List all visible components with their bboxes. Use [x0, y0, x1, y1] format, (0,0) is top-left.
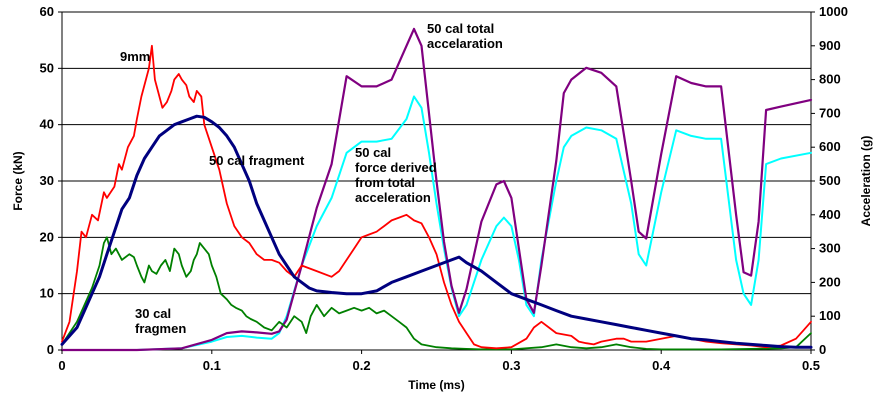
x-tick-label: 0.5	[802, 358, 820, 373]
y-right-tick-label: 200	[819, 274, 841, 289]
annotation-label: force derived	[355, 160, 437, 175]
y-right-tick-label: 0	[819, 342, 826, 357]
x-axis: 0 0.1 0.2 0.3 0.4 0.5	[58, 350, 820, 373]
annotation-label: 50 cal total	[427, 21, 494, 36]
series-line-force_50cal_fragment	[60, 114, 813, 349]
y-axis-title-right: Acceleration (g)	[859, 136, 873, 227]
y-left-tick-label: 30	[40, 173, 54, 188]
annotation-label: 50 cal	[355, 145, 391, 160]
y-left-tick-label: 40	[40, 117, 54, 132]
y-right-tick-label: 500	[819, 173, 841, 188]
y-right-tick-label: 400	[819, 207, 841, 222]
series-line-acceleration_50cal_total	[60, 27, 813, 352]
y-axis-right: 0 100 200 300 400 500 600 700 800 900 1000	[811, 4, 848, 357]
y-right-tick-label: 600	[819, 139, 841, 154]
annotation-label: 50 cal fragment	[209, 153, 305, 168]
y-axis-left: 0 10 20 30 40 50 60	[40, 4, 62, 357]
y-right-tick-label: 700	[819, 105, 841, 120]
x-tick-label: 0.4	[652, 358, 671, 373]
x-tick-label: 0	[58, 358, 65, 373]
x-tick-label: 0.1	[203, 358, 221, 373]
annotation-label: 9mm	[120, 49, 150, 64]
annotation-label: accelaration	[427, 36, 503, 51]
y-right-tick-label: 1000	[819, 4, 848, 19]
y-left-tick-label: 10	[40, 286, 54, 301]
y-right-tick-label: 100	[819, 308, 841, 323]
y-left-tick-label: 0	[47, 342, 54, 357]
series-line-force_9mm	[61, 44, 812, 350]
annotation-label: fragmen	[135, 321, 186, 336]
y-left-tick-label: 20	[40, 229, 54, 244]
x-tick-label: 0.3	[502, 358, 520, 373]
y-left-tick-label: 50	[40, 60, 54, 75]
series-line-force_50cal_derived	[61, 95, 812, 351]
y-left-tick-label: 60	[40, 4, 54, 19]
y-right-tick-label: 800	[819, 72, 841, 87]
y-right-tick-label: 900	[819, 38, 841, 53]
x-axis-title: Time (ms)	[408, 378, 464, 392]
x-tick-label: 0.2	[353, 358, 371, 373]
annotation-label: acceleration	[355, 190, 431, 205]
y-right-tick-label: 300	[819, 241, 841, 256]
series-layer	[60, 27, 813, 352]
series-line-force_30cal_fragment	[61, 236, 812, 351]
annotation-label: from total	[355, 175, 415, 190]
y-axis-title-left: Force (kN)	[11, 151, 25, 210]
annotations: 9mm 50 cal fragment 50 cal totalaccelarati…	[120, 21, 503, 336]
annotation-label: 30 cal	[135, 306, 171, 321]
